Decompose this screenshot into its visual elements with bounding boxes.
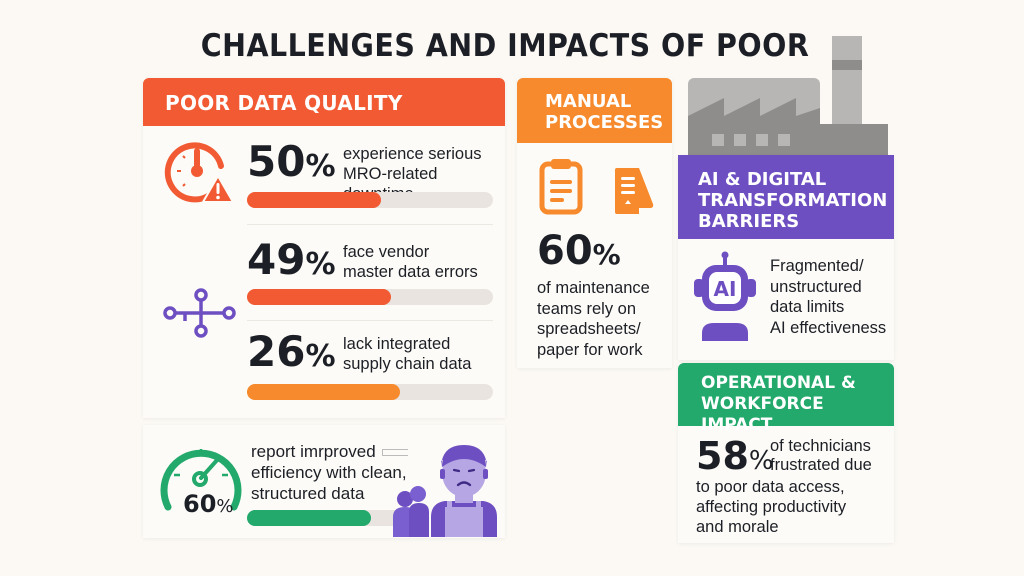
manual-processes-header: MANUAL PROCESSES	[517, 78, 672, 143]
ai-barriers-panel: AI & DIGITAL TRANSFORMATION BARRIERS AI …	[678, 155, 894, 360]
progress-bar	[247, 289, 493, 305]
operational-value: 58%	[696, 434, 774, 478]
clock-warning-icon	[163, 136, 234, 206]
svg-text:AI: AI	[714, 277, 737, 301]
operational-inline-text: of technicians frustrated due	[770, 437, 872, 474]
progress-bar	[247, 510, 407, 526]
operational-impact-panel: OPERATIONAL & WORKFORCE IMPACT 58% of te…	[678, 363, 894, 543]
operational-description: to poor data access, affecting productiv…	[696, 478, 847, 536]
manual-description: of maintenance teams rely on spreadsheet…	[537, 279, 650, 359]
progress-bar	[247, 384, 493, 400]
ai-barriers-header: AI & DIGITAL TRANSFORMATION BARRIERS	[678, 155, 894, 239]
manual-value: 60%	[537, 228, 621, 274]
efficiency-card: 60% report imrproved efficiency with cle…	[143, 425, 505, 538]
progress-bar	[247, 192, 493, 208]
stat-value: 50%	[247, 137, 336, 186]
gauge-icon	[158, 435, 244, 515]
stat-description: face vendor master data errors	[343, 243, 478, 281]
factory-illustration	[682, 36, 892, 161]
poor-data-quality-panel: POOR DATA QUALITY 50% experience serious…	[143, 78, 505, 418]
stat-value: 49%	[247, 235, 336, 284]
page-title: CHALLENGES AND IMPACTS OF POOR	[200, 28, 810, 64]
efficiency-description: report imrproved efficiency with clean, …	[251, 442, 408, 503]
manual-processes-panel: MANUAL PROCESSES 60% of maintenance team…	[517, 78, 672, 368]
paper-document-icon	[613, 166, 655, 216]
operational-impact-header: OPERATIONAL & WORKFORCE IMPACT	[678, 363, 894, 435]
network-nodes-icon	[163, 288, 243, 338]
poor-data-quality-header: POOR DATA QUALITY	[143, 78, 505, 126]
ai-robot-icon: AI	[692, 251, 758, 341]
stat-value: 26%	[247, 327, 336, 376]
clipboard-icon	[539, 158, 583, 216]
stat-description: lack integrated supply chain data	[343, 335, 472, 373]
frustrated-worker-icon	[383, 437, 503, 537]
efficiency-value: 60%	[183, 490, 234, 518]
ai-barriers-description: Fragmented/ unstructured data limits AI …	[770, 257, 887, 337]
